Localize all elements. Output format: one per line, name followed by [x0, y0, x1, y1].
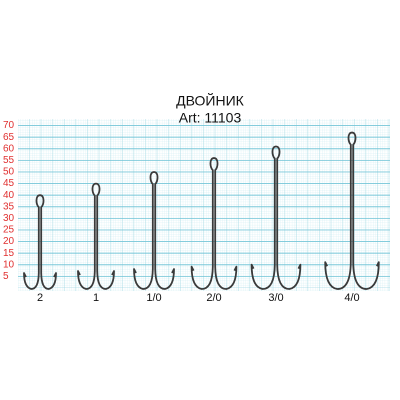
scale-label: 50	[3, 167, 15, 178]
hook	[190, 157, 238, 290]
hook-size-label: 3/0	[268, 292, 283, 304]
hook	[324, 131, 380, 290]
scale-label: 60	[3, 143, 15, 154]
scale-label: 20	[3, 236, 15, 247]
scale-label: 40	[3, 190, 15, 201]
hook	[23, 194, 57, 290]
scale-label: 15	[3, 248, 15, 259]
scale-label: 65	[3, 132, 15, 143]
scale-label: 5	[3, 271, 9, 282]
hook	[133, 171, 175, 290]
hook-size-label: 2/0	[206, 292, 221, 304]
scale-label: 25	[3, 225, 15, 236]
scale-label: 45	[3, 178, 15, 189]
hook-size-label: 4/0	[344, 292, 359, 304]
subtitle: Art: 11103	[179, 110, 242, 126]
hook	[77, 182, 115, 290]
scale-label: 55	[3, 155, 15, 166]
scale-label: 70	[3, 120, 15, 131]
hook-size-label: 1	[93, 292, 99, 304]
scale-label: 30	[3, 213, 15, 224]
hook	[250, 145, 302, 290]
hook-size-label: 1/0	[146, 292, 161, 304]
scale-label: 10	[3, 259, 15, 270]
scale-label: 35	[3, 201, 15, 212]
title: ДВОЙНИК	[176, 92, 244, 109]
graph-paper-major	[18, 119, 390, 291]
hook-size-label: 2	[37, 292, 43, 304]
